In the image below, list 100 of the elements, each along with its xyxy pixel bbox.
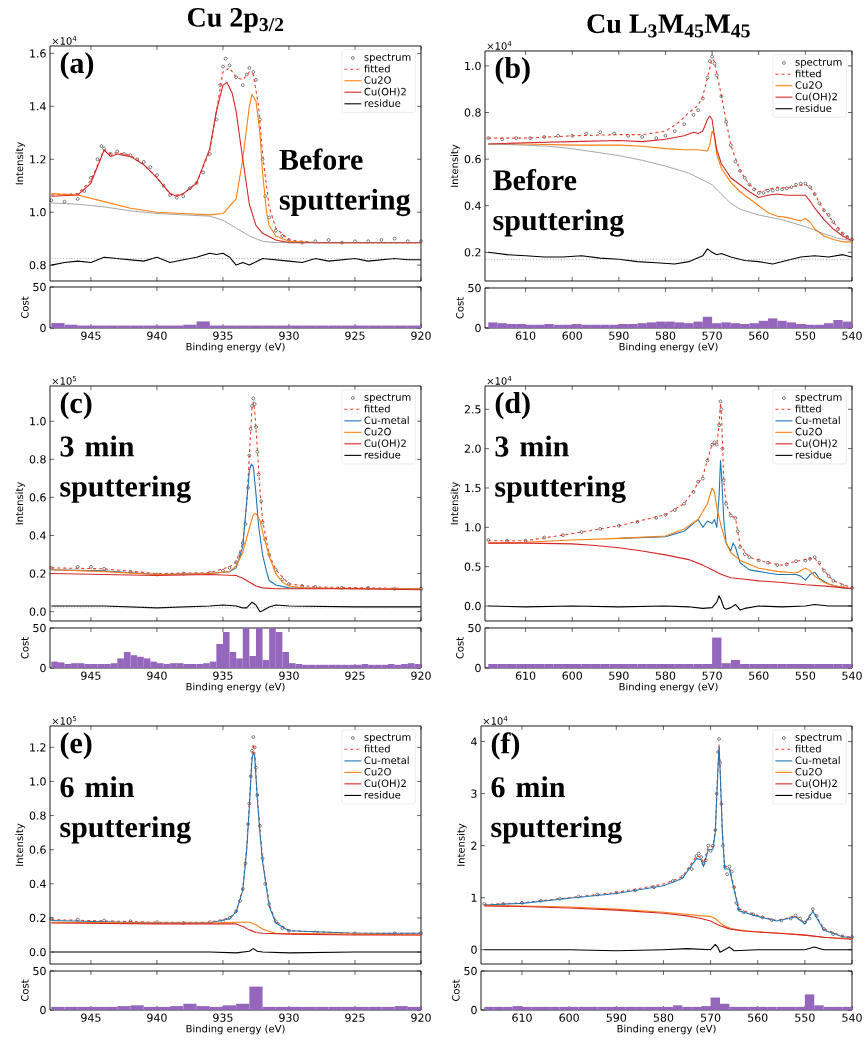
- x-tick-label: 590: [606, 1013, 627, 1022]
- y-tick-label: 0.0: [29, 607, 46, 616]
- y-tick-label: 50: [33, 623, 46, 633]
- y-tick-label: 0.6: [29, 493, 46, 502]
- x-axis-title: Binding energy (eV): [619, 342, 718, 353]
- legend-label: fitted: [364, 64, 390, 73]
- y-tick-label: 0.0: [464, 601, 481, 611]
- legend-label: residue: [364, 99, 401, 107]
- legend-label: spectrum: [364, 393, 411, 403]
- legend-label: Cu(OH)2: [795, 92, 837, 102]
- y-tick-label: 1.6: [30, 49, 46, 58]
- y-tick-label: 0: [40, 663, 46, 673]
- x-tick-label: 610: [512, 1013, 532, 1022]
- y-tick-label: 2: [471, 841, 477, 850]
- x-axis-title: Binding energy (eV): [186, 342, 285, 353]
- legend-label: Cu-metal: [364, 756, 409, 765]
- annotation: 3 min sputtering: [495, 435, 626, 503]
- chart-title: Cu L$_{3}$M$_{45}$M$_{45}$: [587, 14, 750, 38]
- annotation: (c): [60, 392, 92, 420]
- legend-label: spectrum: [795, 58, 842, 68]
- y-tick-label: 0.4: [464, 201, 481, 210]
- y-tick-label: 0.0: [29, 947, 46, 957]
- y-tick-label: 0.8: [29, 260, 46, 270]
- x-tick-label: 925: [345, 331, 365, 340]
- legend-label: residue: [795, 104, 832, 112]
- annotation: (b): [495, 56, 530, 85]
- y-tick-label: 0: [475, 323, 481, 333]
- y-axis-title: Intensity: [15, 823, 26, 866]
- legend-label: Cu(OH)2: [364, 439, 406, 449]
- y-tick-label: 1: [471, 893, 477, 902]
- x-tick-label: 940: [147, 331, 167, 340]
- y-tick-label: 0.4: [29, 531, 46, 540]
- y-axis-title: Cost: [456, 297, 464, 319]
- legend-label: Cu(OH)2: [795, 779, 837, 789]
- legend-label: residue: [364, 790, 401, 799]
- y-tick-label: 0: [40, 323, 46, 333]
- legend-label: Cu2O: [795, 767, 822, 776]
- x-tick-label: 935: [213, 331, 233, 340]
- x-tick-label: 580: [655, 671, 676, 680]
- x-axis-title: Binding energy (eV): [186, 682, 285, 693]
- annotation: (f): [491, 732, 520, 760]
- x-tick-label: 550: [795, 1013, 815, 1022]
- x-tick-label: 550: [795, 671, 816, 680]
- text: ×10$^{5}$: [52, 715, 77, 725]
- annotation: 6 min sputtering: [491, 776, 622, 844]
- legend-label: Cu2O: [795, 81, 822, 89]
- x-tick-label: 540: [842, 1013, 862, 1022]
- x-tick-label: 570: [702, 331, 722, 340]
- x-tick-label: 935: [213, 671, 233, 680]
- y-axis-title: Intensity: [15, 142, 26, 185]
- x-tick-label: 920: [411, 671, 431, 680]
- legend-label: fitted: [795, 69, 821, 78]
- y-axis-title: Cost: [21, 637, 29, 659]
- x-tick-label: 930: [279, 1013, 299, 1022]
- text: ×10$^{5}$: [52, 375, 77, 385]
- y-tick-label: 0: [471, 1005, 477, 1015]
- x-tick-label: 580: [655, 331, 676, 340]
- y-tick-label: 0.8: [464, 108, 481, 117]
- legend-label: Cu2O: [364, 427, 391, 436]
- y-tick-label: 1.5: [465, 483, 481, 493]
- y-tick-label: 1.0: [30, 417, 46, 426]
- x-tick-label: 945: [81, 331, 101, 340]
- y-tick-label: 2.5: [464, 405, 481, 414]
- y-tick-label: 1.0: [30, 208, 46, 217]
- y-tick-label: 0.8: [29, 455, 46, 464]
- x-tick-label: 600: [559, 1013, 579, 1022]
- x-tick-label: 920: [411, 1013, 431, 1022]
- legend-label: Cu(OH)2: [795, 439, 837, 449]
- y-axis-title: Cost: [456, 637, 464, 659]
- legend-label: fitted: [795, 404, 821, 413]
- y-tick-label: 3: [471, 789, 477, 798]
- x-tick-label: 940: [147, 671, 167, 680]
- y-tick-label: 0: [471, 945, 477, 954]
- legend-label: spectrum: [795, 393, 842, 403]
- y-tick-label: 0.6: [464, 154, 481, 164]
- y-tick-label: 0.2: [464, 248, 481, 257]
- x-tick-label: 590: [609, 331, 629, 340]
- legend-label: fitted: [795, 744, 821, 753]
- legend-label: Cu-metal: [795, 416, 840, 425]
- x-tick-label: 600: [562, 331, 582, 340]
- text: ×10$^{4}$: [483, 715, 508, 725]
- y-tick-label: 50: [468, 623, 481, 633]
- legend-label: Cu-metal: [364, 416, 409, 425]
- x-tick-label: 540: [842, 331, 862, 340]
- x-tick-label: 610: [515, 331, 536, 340]
- legend-label: spectrum: [795, 733, 842, 743]
- x-tick-label: 610: [515, 671, 536, 680]
- legend-label: fitted: [364, 404, 390, 413]
- y-tick-label: 0.8: [29, 811, 46, 820]
- x-tick-label: 945: [81, 671, 101, 680]
- y-tick-label: 1.4: [30, 102, 46, 111]
- y-tick-label: 50: [33, 282, 46, 292]
- y-tick-label: 0.6: [29, 845, 46, 854]
- legend-label: Cu-metal: [795, 756, 840, 765]
- x-tick-label: 560: [749, 331, 769, 340]
- legend-label: Cu2O: [364, 767, 391, 776]
- y-tick-label: 1.2: [30, 155, 46, 164]
- y-axis-title: Intensity: [450, 482, 461, 525]
- y-tick-label: 4: [471, 737, 477, 746]
- legend-label: residue: [364, 450, 401, 459]
